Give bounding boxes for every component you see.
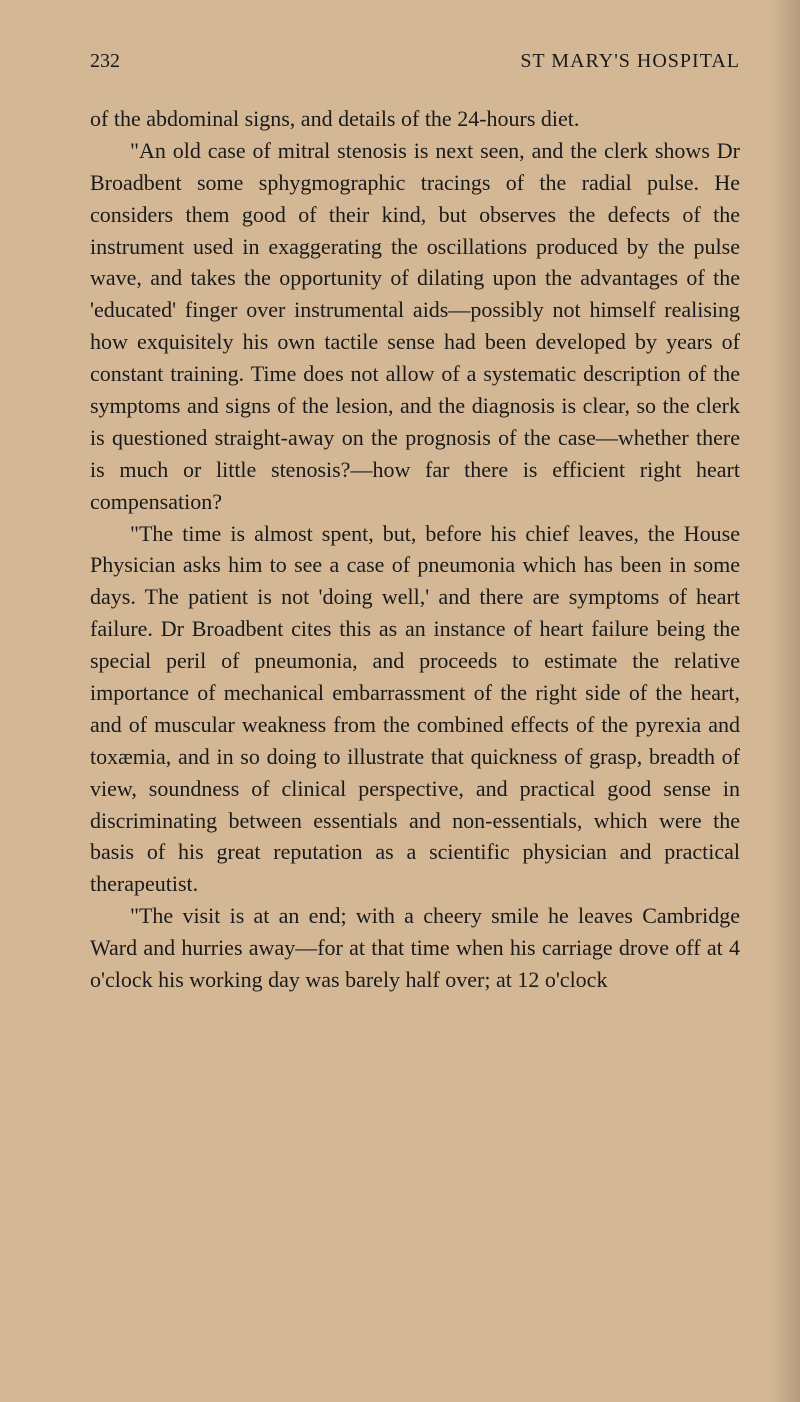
page-shadow [770,0,800,1402]
paragraph-4: "The visit is at an end; with a cheery s… [90,900,740,996]
page-number: 232 [90,50,120,73]
body-text: of the abdominal signs, and details of t… [90,103,740,996]
paragraph-2: "An old case of mitral stenosis is next … [90,135,740,518]
page-header: 232 ST MARY'S HOSPITAL [90,50,740,73]
paragraph-3: "The time is almost spent, but, before h… [90,518,740,901]
page-title: ST MARY'S HOSPITAL [520,50,740,73]
paragraph-1: of the abdominal signs, and details of t… [90,103,740,135]
